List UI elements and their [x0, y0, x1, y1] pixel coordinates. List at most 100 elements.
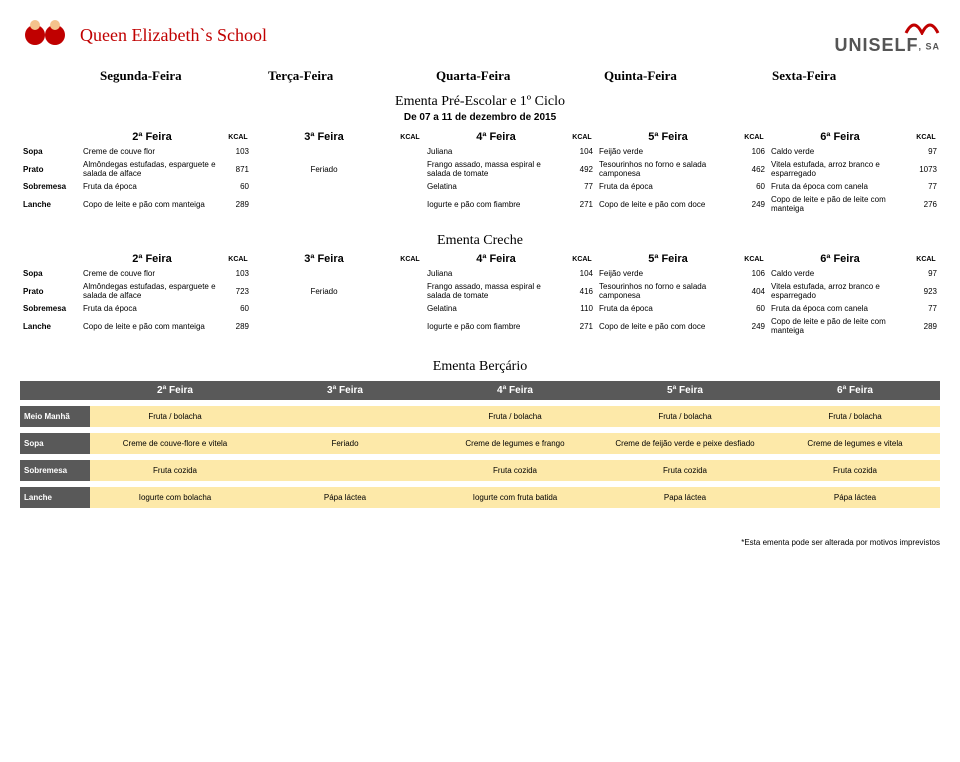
kcal-h4: KCAL — [568, 129, 596, 145]
kcal — [396, 267, 424, 280]
kcal: 110 — [568, 302, 596, 315]
kcal: 404 — [740, 280, 768, 302]
s1-sopa-row: Sopa Creme de couve flor103 Juliana104 F… — [20, 145, 940, 158]
kcal: 1073 — [912, 158, 940, 180]
cell: Fruta cozida — [90, 457, 260, 484]
kcal: 97 — [912, 267, 940, 280]
weekday-thu: Quinta-Feira — [604, 68, 772, 84]
cell: Pápa láctea — [770, 484, 940, 508]
lbl-sobremesa: Sobremesa — [20, 457, 90, 484]
cell: Creme de couve flor — [80, 267, 224, 280]
weekday-wed: Quarta-Feira — [436, 68, 604, 84]
feira-header-row: 2ª FeiraKCAL 3ª FeiraKCAL 4ª FeiraKCAL 5… — [20, 129, 940, 145]
f2: 2ª Feira — [80, 129, 224, 145]
cell: Fruta / bolacha — [600, 403, 770, 430]
cell — [260, 457, 430, 484]
header: Queen Elizabeth`s School UNISELF, SA — [20, 10, 940, 60]
kcal — [396, 302, 424, 315]
cell: Tesourinhos no forno e salada camponesa — [596, 280, 740, 302]
cell: Gelatina — [424, 180, 568, 193]
cell: Creme de legumes e vitela — [770, 430, 940, 457]
kcal — [396, 315, 424, 337]
cell: Juliana — [424, 267, 568, 280]
cell: Copo de leite e pão com manteiga — [80, 193, 224, 215]
cell: Fruta / bolacha — [430, 403, 600, 430]
kcal — [396, 145, 424, 158]
kcal: 271 — [568, 315, 596, 337]
cell: Creme de feijão verde e peixe desfiado — [600, 430, 770, 457]
weekday-fri: Sexta-Feira — [772, 68, 940, 84]
s2-prato-row: Prato Almôndegas estufadas, esparguete e… — [20, 280, 940, 302]
f2: 2ª Feira — [90, 381, 260, 403]
s2-sopa-row: Sopa Creme de couve flor103 Juliana104 F… — [20, 267, 940, 280]
cell: Fruta da época — [80, 302, 224, 315]
kcal-h6: KCAL — [912, 251, 940, 267]
kcal-h2: KCAL — [224, 251, 252, 267]
cell: Copo de leite e pão com doce — [596, 193, 740, 215]
kcal: 289 — [224, 193, 252, 215]
cell: Tesourinhos no forno e salada camponesa — [596, 158, 740, 180]
cell: Iogurte e pão com fiambre — [424, 315, 568, 337]
s3-lanche-row: Lanche Iogurte com bolacha Pápa láctea I… — [20, 484, 940, 508]
f4: 4ª Feira — [430, 381, 600, 403]
section1-table: 2ª FeiraKCAL 3ª FeiraKCAL 4ª FeiraKCAL 5… — [20, 129, 940, 215]
cell: Caldo verde — [768, 267, 912, 280]
lbl-meio-manha: Meio Manhã — [20, 403, 90, 430]
kcal: 462 — [740, 158, 768, 180]
cell: Creme de legumes e frango — [430, 430, 600, 457]
school-logo-icon — [20, 10, 70, 60]
weekday-tue: Terça-Feira — [268, 68, 436, 84]
f5: 5ª Feira — [596, 129, 740, 145]
kcal: 97 — [912, 145, 940, 158]
header-left: Queen Elizabeth`s School — [20, 10, 267, 60]
lbl-sobremesa: Sobremesa — [20, 180, 80, 193]
kcal: 289 — [224, 315, 252, 337]
lbl-sopa: Sopa — [20, 267, 80, 280]
cell: Creme de couve flor — [80, 145, 224, 158]
cell: Vitela estufada, arroz branco e esparreg… — [768, 158, 912, 180]
cell: Fruta da época com canela — [768, 302, 912, 315]
cell — [252, 315, 396, 337]
brand-text: UNISELF — [834, 35, 918, 55]
cell: Fruta da época com canela — [768, 180, 912, 193]
weekday-mon: Segunda-Feira — [100, 68, 268, 84]
school-name: Queen Elizabeth`s School — [80, 25, 267, 46]
f4: 4ª Feira — [424, 251, 568, 267]
f3: 3ª Feira — [260, 381, 430, 403]
cell: Pápa láctea — [260, 484, 430, 508]
kcal — [396, 158, 424, 180]
f2: 2ª Feira — [80, 251, 224, 267]
cell: Papa láctea — [600, 484, 770, 508]
lbl-lanche: Lanche — [20, 315, 80, 337]
brand-name: UNISELF, SA — [834, 35, 940, 56]
cell — [252, 145, 396, 158]
kcal: 416 — [568, 280, 596, 302]
s3-meio-manha-row: Meio Manhã Fruta / bolacha Fruta / bolac… — [20, 403, 940, 430]
f6: 6ª Feira — [768, 129, 912, 145]
kcal: 77 — [568, 180, 596, 193]
cell: Iogurte e pão com fiambre — [424, 193, 568, 215]
kcal: 104 — [568, 145, 596, 158]
weekdays-row: Segunda-Feira Terça-Feira Quarta-Feira Q… — [20, 68, 940, 84]
kcal: 104 — [568, 267, 596, 280]
lbl-prato: Prato — [20, 158, 80, 180]
section1-date: De 07 a 11 de dezembro de 2015 — [20, 112, 940, 123]
cell: Vitela estufada, arroz branco e esparreg… — [768, 280, 912, 302]
cell: Juliana — [424, 145, 568, 158]
kcal: 249 — [740, 193, 768, 215]
kcal: 106 — [740, 267, 768, 280]
brand-logo: UNISELF, SA — [834, 15, 940, 56]
cell: Fruta cozida — [430, 457, 600, 484]
f3: 3ª Feira — [252, 251, 396, 267]
cell: Iogurte com fruta batida — [430, 484, 600, 508]
section2-title: Ementa Creche — [20, 233, 940, 249]
s1-lanche-row: Lanche Copo de leite e pão com manteiga2… — [20, 193, 940, 215]
kcal: 723 — [224, 280, 252, 302]
lbl-sobremesa: Sobremesa — [20, 302, 80, 315]
cell: Frango assado, massa espiral e salada de… — [424, 280, 568, 302]
s3-sopa-row: Sopa Creme de couve-flore e vitela Feria… — [20, 430, 940, 457]
cell: Copo de leite e pão de leite com manteig… — [768, 315, 912, 337]
cell: Iogurte com bolacha — [90, 484, 260, 508]
lbl-lanche: Lanche — [20, 484, 90, 508]
kcal: 60 — [224, 180, 252, 193]
